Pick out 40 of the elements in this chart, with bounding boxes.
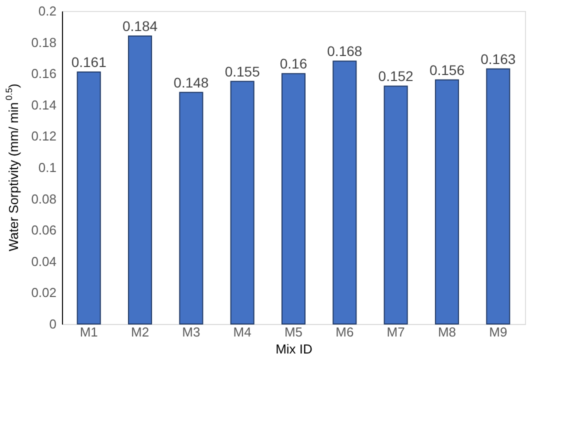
bar xyxy=(384,86,408,324)
y-tick-label: 0.04 xyxy=(31,254,56,269)
x-tick-label: M9 xyxy=(489,324,508,340)
bar xyxy=(179,92,204,324)
y-tick-label: 0.18 xyxy=(31,34,56,50)
data-label: 0.168 xyxy=(327,43,362,60)
x-tick-label: M1 xyxy=(80,324,98,340)
bar xyxy=(76,72,101,324)
bar xyxy=(332,60,357,324)
x-tick-label: M4 xyxy=(233,324,252,340)
data-label: 0.155 xyxy=(224,63,260,80)
y-tick-label: 0.14 xyxy=(31,97,56,112)
data-label: 0.156 xyxy=(429,62,465,78)
data-label: 0.16 xyxy=(280,56,308,72)
bar xyxy=(128,36,152,324)
x-tick-label: M7 xyxy=(386,324,405,340)
x-tick-label: M8 xyxy=(438,324,456,340)
bar xyxy=(281,73,306,324)
bar xyxy=(434,79,459,324)
x-tick-label: M6 xyxy=(336,324,354,340)
y-tick-label: 0.02 xyxy=(31,285,56,300)
data-label: 0.161 xyxy=(71,54,107,70)
data-label: 0.163 xyxy=(480,50,516,67)
y-axis-title: Water Sorptivity (mm/ min0.5) xyxy=(4,84,21,252)
y-tick-label: 0.12 xyxy=(31,128,56,144)
data-label: 0.148 xyxy=(174,74,209,90)
y-tick-label: 0.1 xyxy=(38,160,56,175)
bar xyxy=(230,80,254,324)
y-tick-label: 0.2 xyxy=(38,4,56,18)
x-axis-title: Mix ID xyxy=(276,342,312,356)
x-tick-label: M5 xyxy=(284,324,303,340)
y-tick-label: 0.06 xyxy=(31,222,56,238)
y-tick-label: 0.08 xyxy=(31,191,56,206)
data-label: 0.152 xyxy=(378,68,414,84)
y-tick-label: 0 xyxy=(49,316,56,332)
x-tick-label: M3 xyxy=(182,324,200,340)
bar xyxy=(486,68,510,324)
x-tick-label: M2 xyxy=(130,324,150,340)
data-label: 0.184 xyxy=(122,18,158,34)
y-tick-label: 0.16 xyxy=(31,66,56,82)
